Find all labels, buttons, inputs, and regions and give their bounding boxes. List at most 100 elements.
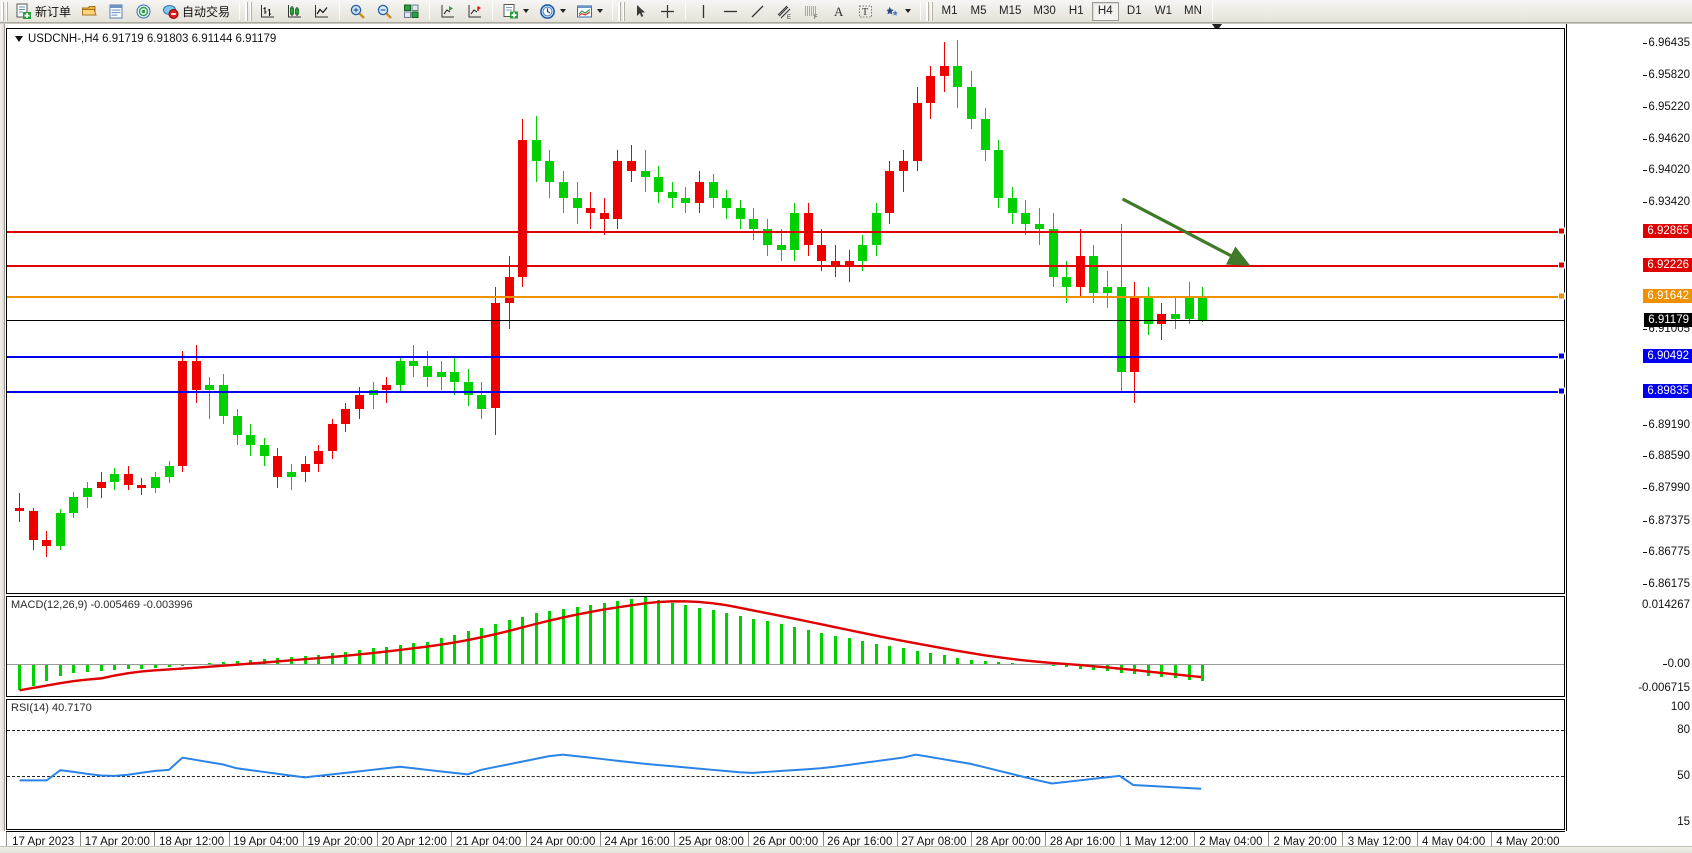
timeframe-w1[interactable]: W1	[1154, 5, 1173, 17]
chart-shift-button[interactable]	[435, 1, 460, 22]
timeframe-m1[interactable]: M1	[941, 5, 958, 17]
time-axis-separator	[1268, 832, 1270, 853]
timeframe-h4[interactable]: H4	[1091, 1, 1119, 21]
macd-histogram-bar	[235, 661, 239, 665]
chevron-down-icon-symbol[interactable]	[15, 36, 23, 42]
left-scroll-rail[interactable]	[0, 24, 5, 831]
candle-body	[123, 473, 133, 485]
main-price-pane[interactable]: USDCNH-,H4 6.91719 6.91803 6.91144 6.911…	[6, 28, 1565, 594]
trendline-button[interactable]	[745, 1, 770, 22]
support-level-2-handle[interactable]	[1558, 387, 1565, 395]
crosshair-button[interactable]	[655, 1, 680, 22]
text-box-button[interactable]: T	[853, 1, 878, 22]
cursor-button[interactable]	[628, 1, 653, 22]
toolbar-grip[interactable]	[1, 1, 8, 21]
line-chart-button[interactable]	[309, 1, 334, 22]
candlestick-chart-button[interactable]	[282, 1, 307, 22]
timeframe-m5[interactable]: M5	[970, 5, 987, 17]
auto-scroll-button[interactable]	[462, 1, 487, 22]
candle-body	[844, 260, 854, 267]
chart-scroll-marker[interactable]	[1212, 24, 1222, 31]
current-price-tag-tag[interactable]: 6.91179	[1644, 313, 1692, 327]
toolbar-divider-3	[429, 2, 431, 20]
macd-histogram-bar	[657, 599, 661, 665]
new-order-button[interactable]: 新订单	[11, 1, 75, 22]
macd-histogram-bar	[208, 663, 212, 665]
support-level-2-tag[interactable]: 6.89835	[1643, 383, 1692, 398]
resistance-level-2-tag[interactable]: 6.92226	[1643, 257, 1692, 272]
resistance-level-1-handle[interactable]	[1558, 227, 1565, 235]
candle-body	[654, 176, 664, 193]
macd-pane[interactable]: MACD(12,26,9) -0.005469 -0.003996	[6, 596, 1565, 697]
support-level-2[interactable]	[7, 390, 1564, 393]
period-separators-button[interactable]	[535, 1, 570, 22]
resistance-level-1-tag[interactable]: 6.92865	[1643, 224, 1692, 239]
terminal-button[interactable]	[104, 1, 129, 22]
toolbar-grip-3[interactable]	[618, 1, 626, 21]
support-level-1-handle[interactable]	[1558, 352, 1565, 360]
current-price-line[interactable]	[7, 320, 1564, 321]
price-tick: 6.95820	[1643, 69, 1690, 82]
chevron-down-icon-4[interactable]	[905, 9, 912, 13]
price-axis[interactable]: 6.96435 6.95820 6.95220 6.94620 6.94020 6.934…	[1558, 24, 1692, 831]
price-tick: 6.95220	[1643, 101, 1690, 113]
plot-area[interactable]: USDCNH-,H4 6.91719 6.91803 6.91144 6.911…	[6, 24, 1565, 831]
time-axis-label: 1 May 12:00	[1125, 836, 1189, 848]
macd-histogram-bar	[521, 616, 525, 665]
bar-chart-button[interactable]	[255, 1, 280, 22]
timeframe-d1[interactable]: D1	[1126, 5, 1142, 17]
rsi-pane[interactable]: RSI(14) 40.7170	[6, 699, 1565, 830]
equidistant-channel-button[interactable]: E	[772, 1, 797, 22]
macd-histogram-bar	[970, 660, 973, 665]
fibonacci-button[interactable]: F	[799, 1, 824, 22]
timeframe-m30[interactable]: M30	[1033, 5, 1056, 17]
tile-windows-button[interactable]	[399, 1, 424, 22]
chevron-down-icon[interactable]	[523, 9, 530, 13]
support-level-1-tag[interactable]: 6.90492	[1643, 349, 1692, 364]
candle-body	[831, 260, 840, 267]
horizontal-line-button[interactable]	[718, 1, 743, 22]
macd-histogram-bar	[99, 664, 103, 672]
macd-histogram-bar	[548, 611, 552, 665]
timeframe-h1[interactable]: H1	[1068, 5, 1084, 17]
support-level-1[interactable]	[7, 356, 1564, 359]
trendline-icon	[751, 5, 764, 17]
zoom-in-button[interactable]	[345, 1, 370, 22]
indicators-button[interactable]	[572, 1, 607, 22]
candle-body	[28, 511, 38, 541]
price-tick: 6.94020	[1643, 164, 1690, 177]
svg-text:A: A	[834, 4, 844, 19]
macd-histogram-bar	[997, 661, 1001, 665]
time-axis-label: 25 Apr 08:00	[678, 836, 744, 848]
candle-body	[355, 395, 364, 409]
price-tick: 6.86775	[1643, 546, 1690, 559]
toolbar-grip-4[interactable]	[926, 1, 934, 21]
shapes-button[interactable]	[880, 1, 915, 22]
resistance-level-2-handle[interactable]	[1558, 261, 1565, 269]
resistance-level-2[interactable]	[7, 264, 1564, 267]
candle-body	[1143, 297, 1153, 325]
text-label-button[interactable]: A	[826, 1, 851, 22]
time-axis-label: 2 May 20:00	[1273, 836, 1337, 848]
chevron-down-icon-2[interactable]	[560, 9, 567, 13]
data-window-button[interactable]	[131, 1, 156, 22]
time-axis-separator	[822, 832, 824, 853]
autotrading-button[interactable]: 自动交易	[158, 1, 234, 22]
candle-body	[219, 384, 228, 417]
pivot-level-handle[interactable]	[1558, 292, 1565, 300]
macd-histogram-bar	[72, 664, 76, 673]
vertical-line-button[interactable]	[691, 1, 716, 22]
macd-histogram-bar	[684, 605, 688, 665]
zoom-out-button[interactable]	[372, 1, 397, 22]
timeframe-m15[interactable]: M15	[999, 5, 1022, 17]
pivot-level-tag[interactable]: 6.91642	[1643, 288, 1692, 303]
chart-area[interactable]: 6.96435 6.95820 6.95220 6.94620 6.94020 6.934…	[0, 23, 1692, 853]
chevron-down-icon-3[interactable]	[597, 9, 604, 13]
timeframe-mn[interactable]: MN	[1184, 5, 1202, 17]
folder-button[interactable]	[77, 1, 102, 22]
toolbar-grip-2[interactable]	[245, 1, 253, 21]
new-template-button[interactable]	[498, 1, 533, 22]
pivot-level[interactable]	[7, 295, 1564, 298]
candle-body	[110, 473, 120, 483]
resistance-level-1[interactable]	[7, 231, 1564, 234]
